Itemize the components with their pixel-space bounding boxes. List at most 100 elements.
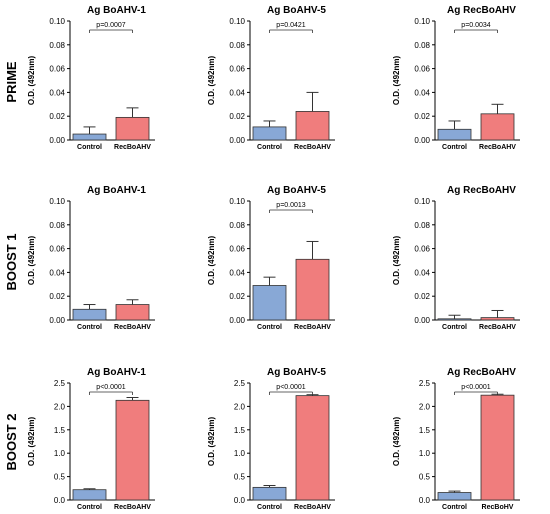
panel-title: Ag BoAHV-5 bbox=[267, 367, 326, 378]
bar-recboahv bbox=[480, 317, 515, 321]
p-value-label: p<0.0001 bbox=[96, 384, 125, 391]
y-tick-label: 0.06 bbox=[414, 245, 430, 254]
y-tick-label: 0.10 bbox=[414, 17, 430, 26]
bar-control bbox=[252, 285, 287, 321]
category-label: Control bbox=[77, 144, 102, 151]
row-label-prime: PRIME bbox=[4, 61, 19, 103]
panel-title: Ag BoAHV-5 bbox=[267, 5, 326, 16]
category-label: Control bbox=[77, 504, 102, 511]
bar-recboahv bbox=[295, 258, 330, 321]
y-tick-label: 0.08 bbox=[49, 41, 65, 50]
y-tick-label: 0.06 bbox=[49, 245, 65, 254]
y-axis-title: O.D. (492nm) bbox=[392, 416, 401, 466]
category-label: RecBoAHV bbox=[114, 324, 151, 331]
bar-recboahv bbox=[480, 113, 515, 141]
panel-8: Ag BoAHV-5 0.0 0.5 1.0 1.5 2.0 2.5 O.D. (492nm)… bbox=[207, 367, 335, 511]
y-tick-label: 0.02 bbox=[414, 292, 430, 301]
y-tick-label: 0.0 bbox=[234, 496, 246, 505]
category-label: RecBoAHV bbox=[114, 144, 151, 151]
row-label-boost-2: BOOST 2 bbox=[4, 413, 19, 470]
y-tick-label: 0.04 bbox=[229, 268, 245, 277]
y-tick-label: 0.04 bbox=[229, 88, 245, 97]
y-tick-label: 1.5 bbox=[234, 426, 246, 435]
y-tick-label: 0.5 bbox=[419, 473, 431, 482]
category-label: RecBoAHV bbox=[479, 324, 516, 331]
y-tick-label: 1.0 bbox=[234, 449, 246, 458]
panel-1: Ag BoAHV-1 0.00 0.02 0.04 0.06 0.08 0.10 O.D. (… bbox=[27, 5, 155, 151]
y-tick-label: 0.02 bbox=[229, 292, 245, 301]
y-tick-label: 0.04 bbox=[49, 268, 65, 277]
panel-4: Ag BoAHV-1 0.00 0.02 0.04 0.06 0.08 0.10 O.D. (… bbox=[27, 185, 155, 331]
p-value-label: p=0.0007 bbox=[96, 22, 125, 29]
p-value-label: p=0.0034 bbox=[461, 22, 490, 29]
y-tick-label: 0.10 bbox=[229, 17, 245, 26]
y-axis-title: O.D. (492nm) bbox=[207, 55, 216, 105]
y-tick-label: 0.04 bbox=[414, 268, 430, 277]
y-tick-label: 2.5 bbox=[419, 379, 431, 388]
y-tick-label: 2.0 bbox=[419, 402, 431, 411]
category-label: RecBoAHV bbox=[294, 324, 331, 331]
row-label-boost-1: BOOST 1 bbox=[4, 233, 19, 290]
y-tick-label: 0.02 bbox=[229, 112, 245, 121]
bar-recboahv bbox=[295, 395, 330, 501]
panel-title: Ag BoAHV-1 bbox=[87, 367, 146, 378]
y-tick-label: 0.08 bbox=[49, 221, 65, 230]
y-axis-title: O.D. (492nm) bbox=[27, 55, 36, 105]
y-tick-label: 0.00 bbox=[229, 136, 245, 145]
y-tick-label: 2.5 bbox=[234, 379, 246, 388]
y-tick-label: 0.10 bbox=[229, 197, 245, 206]
y-tick-label: 0.02 bbox=[49, 292, 65, 301]
y-tick-label: 0.00 bbox=[229, 316, 245, 325]
category-label: RecBoAHV bbox=[294, 144, 331, 151]
panel-title: Ag BoAHV-1 bbox=[87, 5, 146, 16]
bar-control bbox=[72, 489, 107, 501]
y-tick-label: 0.00 bbox=[49, 136, 65, 145]
y-axis-title: O.D. (492nm) bbox=[392, 55, 401, 105]
panel-title: Ag RecBoAHV bbox=[447, 367, 516, 378]
y-tick-label: 0.08 bbox=[229, 41, 245, 50]
category-label: Control bbox=[442, 324, 467, 331]
y-tick-label: 0.00 bbox=[49, 316, 65, 325]
y-axis-title: O.D. (492nm) bbox=[207, 235, 216, 285]
y-axis-title: O.D. (492nm) bbox=[27, 416, 36, 466]
y-tick-label: 0.08 bbox=[414, 41, 430, 50]
category-label: RecBoAHV bbox=[294, 504, 331, 511]
y-tick-label: 2.0 bbox=[234, 402, 246, 411]
y-tick-label: 1.0 bbox=[419, 449, 431, 458]
y-axis-title: O.D. (492nm) bbox=[207, 416, 216, 466]
p-value-label: p<0.0001 bbox=[276, 384, 305, 391]
y-tick-label: 0.10 bbox=[49, 197, 65, 206]
y-tick-label: 0.06 bbox=[229, 245, 245, 254]
y-axis-title: O.D. (492nm) bbox=[392, 235, 401, 285]
y-tick-label: 0.00 bbox=[414, 136, 430, 145]
y-tick-label: 0.08 bbox=[414, 221, 430, 230]
y-tick-label: 0.02 bbox=[414, 112, 430, 121]
bar-control bbox=[72, 133, 107, 141]
panel-7: Ag BoAHV-1 0.0 0.5 1.0 1.5 2.0 2.5 O.D. (492nm)… bbox=[27, 367, 155, 511]
panels: Ag BoAHV-1 0.00 0.02 0.04 0.06 0.08 0.10 O.D. (… bbox=[27, 5, 520, 511]
panel-title: Ag BoAHV-1 bbox=[87, 185, 146, 196]
panel-2: Ag BoAHV-5 0.00 0.02 0.04 0.06 0.08 0.10 O.D. (… bbox=[207, 5, 335, 151]
y-tick-label: 0.06 bbox=[414, 65, 430, 74]
y-tick-label: 1.5 bbox=[54, 426, 66, 435]
y-tick-label: 0.10 bbox=[414, 197, 430, 206]
panel-title: Ag BoAHV-5 bbox=[267, 185, 326, 196]
y-tick-label: 0.06 bbox=[49, 65, 65, 74]
y-tick-label: 0.5 bbox=[54, 473, 66, 482]
panel-6: Ag RecBoAHV 0.00 0.02 0.04 0.06 0.08 0.10 O.D. … bbox=[392, 185, 520, 331]
category-label: Control bbox=[257, 504, 282, 511]
y-tick-label: 0.04 bbox=[49, 88, 65, 97]
bar-control bbox=[252, 486, 287, 501]
category-label: RecBoAHV bbox=[114, 504, 151, 511]
bar-recboahv bbox=[115, 116, 150, 141]
y-tick-label: 0.5 bbox=[234, 473, 246, 482]
y-tick-label: 1.5 bbox=[419, 426, 431, 435]
panel-title: Ag RecBoAHV bbox=[447, 5, 516, 16]
y-tick-label: 0.08 bbox=[229, 221, 245, 230]
y-tick-label: 1.0 bbox=[54, 449, 66, 458]
category-label: Control bbox=[442, 504, 467, 511]
panel-title: Ag RecBoAHV bbox=[447, 185, 516, 196]
bar-control bbox=[252, 126, 287, 141]
y-tick-label: 0.0 bbox=[419, 496, 431, 505]
